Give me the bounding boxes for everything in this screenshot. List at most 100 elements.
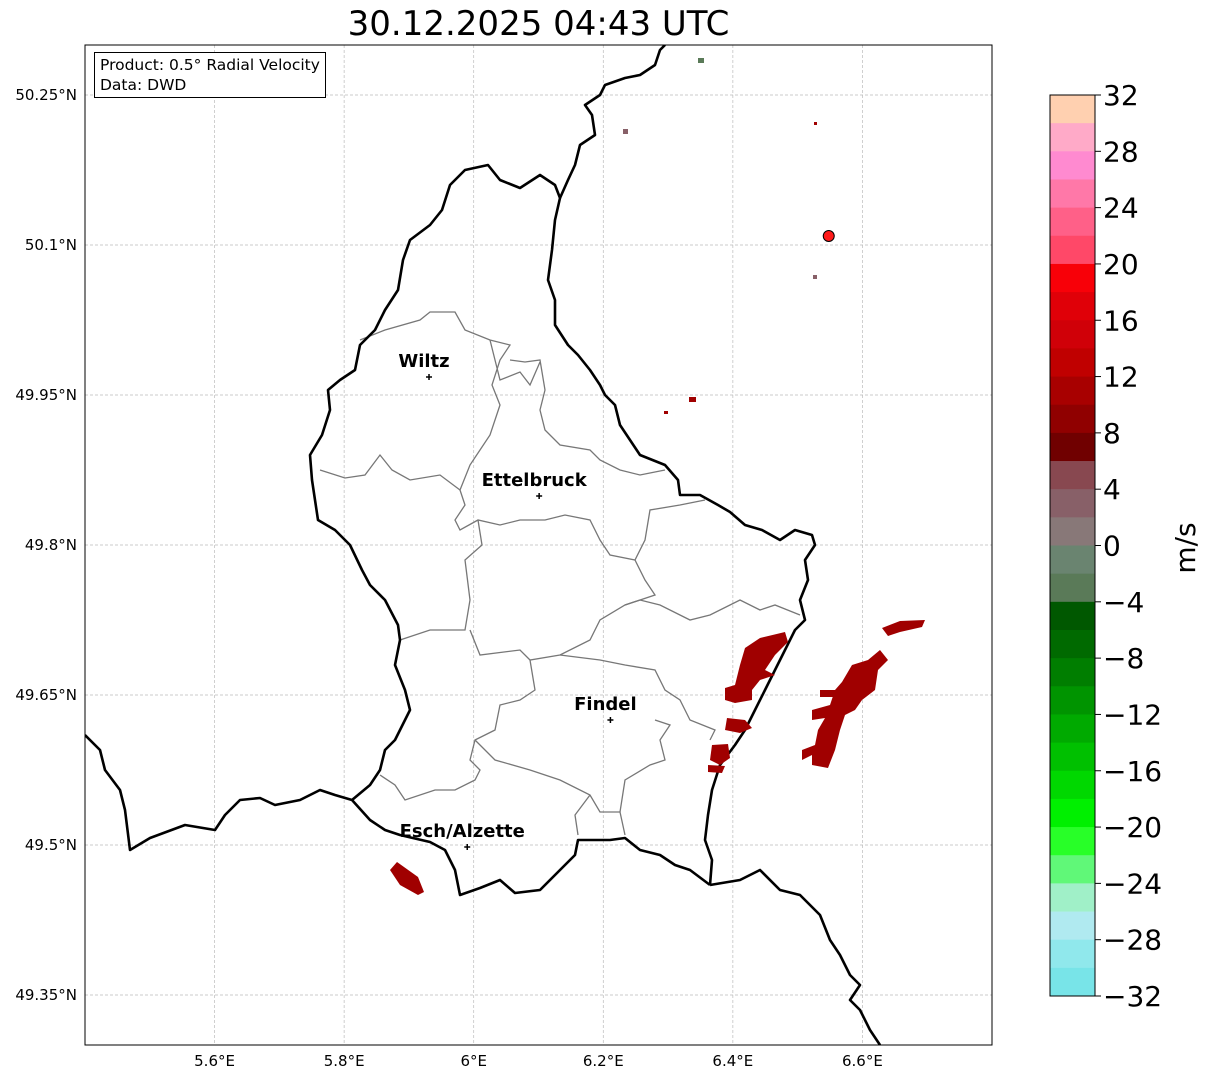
colorbar-tick-label: −20 xyxy=(1103,811,1162,844)
city-marker-icon xyxy=(536,493,543,499)
colorbar-bin xyxy=(1050,601,1095,631)
country-borders xyxy=(85,45,882,1045)
city-marker-icon xyxy=(464,844,471,850)
city-label: Findel xyxy=(574,694,637,715)
colorbar-tick-label: 24 xyxy=(1103,192,1139,225)
colorbar-bin xyxy=(1050,292,1095,321)
colorbar-bin xyxy=(1050,348,1095,378)
lon-tick-label: 6°E xyxy=(460,1052,487,1070)
colorbar-bin xyxy=(1050,123,1095,152)
colorbar-tick-label: 32 xyxy=(1103,79,1139,112)
echo-speck xyxy=(814,122,817,125)
colorbar-bin xyxy=(1050,855,1095,884)
canton-boundary xyxy=(559,654,716,741)
colorbar-tick-label: 16 xyxy=(1103,304,1139,337)
echo-cluster xyxy=(882,620,925,636)
echo-speck xyxy=(664,411,668,414)
colorbar-bin xyxy=(1050,545,1095,575)
colorbar-tick-label: −8 xyxy=(1103,642,1144,675)
canton-boundary xyxy=(319,453,461,491)
data-source-label: Data: DWD xyxy=(100,76,187,94)
colorbar-bin xyxy=(1050,432,1095,462)
colorbar-tick-label: −28 xyxy=(1103,924,1162,957)
echo-cluster xyxy=(708,765,725,773)
city-ettelbruck: Ettelbruck xyxy=(482,470,588,499)
city-esch-alzette: Esch/Alzette xyxy=(400,821,525,850)
canton-boundary xyxy=(379,659,536,801)
colorbar-bin xyxy=(1050,235,1095,265)
lat-tick-label: 49.35°N xyxy=(15,986,77,1004)
city-wiltz: Wiltz xyxy=(398,351,450,380)
colorbar-bin xyxy=(1050,742,1095,772)
colorbar-tick-label: −24 xyxy=(1103,867,1162,900)
echo-speck xyxy=(698,58,704,63)
colorbar-tick-label: 8 xyxy=(1103,417,1121,450)
radar-echoes xyxy=(390,58,925,895)
echo-cluster xyxy=(725,718,752,733)
colorbar-bin xyxy=(1050,517,1095,546)
lat-tick-label: 49.5°N xyxy=(25,836,77,854)
city-marker-icon xyxy=(607,717,614,723)
colorbar-bin xyxy=(1050,573,1095,603)
border-germany-south xyxy=(709,868,882,1045)
colorbar-bin xyxy=(1050,263,1095,293)
canton-boundary xyxy=(489,339,541,387)
lat-tick-label: 50.1°N xyxy=(25,236,77,254)
colorbar-bin xyxy=(1050,207,1095,237)
product-label: Product: 0.5° Radial Velocity xyxy=(100,56,320,74)
colorbar-bin xyxy=(1050,461,1095,490)
echo-speck xyxy=(689,397,696,402)
lat-tick-label: 50.25°N xyxy=(15,86,77,104)
colorbar-bin xyxy=(1050,320,1095,349)
canton-boundary xyxy=(469,559,657,661)
city-findel: Findel xyxy=(574,694,637,723)
canton-boundary xyxy=(399,519,483,641)
lat-tick-label: 49.8°N xyxy=(25,536,77,554)
colorbar-bin xyxy=(1050,404,1095,434)
city-label: Wiltz xyxy=(398,351,449,372)
echo-cluster xyxy=(390,862,424,895)
colorbar-bin xyxy=(1050,911,1095,941)
colorbar-bin xyxy=(1050,151,1095,180)
colorbar-tick-label: 28 xyxy=(1103,135,1139,168)
echo-speck xyxy=(813,275,817,279)
lon-tick-label: 5.6°E xyxy=(194,1052,235,1070)
colorbar-bin xyxy=(1050,658,1095,687)
lat-tick-label: 49.95°N xyxy=(15,386,77,404)
colorbar-label: m/s xyxy=(1169,522,1202,573)
city-label: Esch/Alzette xyxy=(400,821,525,842)
colorbar-tick-label: −4 xyxy=(1103,586,1144,619)
colorbar-tick-label: −12 xyxy=(1103,698,1162,731)
colorbar-tick-label: 4 xyxy=(1103,473,1121,506)
colorbar-bin xyxy=(1050,95,1095,124)
colorbar: 32 28 24 20 16 12 8 4 0 −4 −8 −12 −16 −20 −24 −28 −32 xyxy=(1049,79,1162,1013)
echo-cluster xyxy=(710,744,730,765)
canton-boundary xyxy=(474,739,626,836)
lon-tick-label: 6.6°E xyxy=(842,1052,883,1070)
echo-cluster xyxy=(802,650,888,768)
lon-tick-label: 6.4°E xyxy=(712,1052,753,1070)
lon-tick-label: 6.2°E xyxy=(583,1052,624,1070)
colorbar-bin xyxy=(1050,629,1095,659)
colorbar-bin xyxy=(1050,967,1095,997)
map-frame xyxy=(84,44,993,1046)
colorbar-tick-label: 20 xyxy=(1103,248,1139,281)
colorbar-tick-label: 12 xyxy=(1103,361,1139,394)
colorbar-tick-label: −32 xyxy=(1103,980,1162,1013)
colorbar-bin xyxy=(1050,714,1095,744)
border-belgium xyxy=(308,163,817,886)
colorbar-tick-label: −16 xyxy=(1103,755,1162,788)
lon-tick-label: 5.8°E xyxy=(324,1052,365,1070)
city-marker-icon xyxy=(426,374,433,380)
border-france xyxy=(85,734,711,897)
colorbar-bin xyxy=(1050,376,1095,406)
colorbar-bin xyxy=(1050,883,1095,913)
canton-boundary xyxy=(574,719,672,836)
colorbar-bin xyxy=(1050,798,1095,828)
echo-cluster xyxy=(820,690,838,697)
map-title: 30.12.2025 04:43 UTC xyxy=(347,4,730,44)
colorbar-bin xyxy=(1050,827,1095,856)
colorbar-bin xyxy=(1050,939,1095,969)
colorbar-bin xyxy=(1050,179,1095,209)
